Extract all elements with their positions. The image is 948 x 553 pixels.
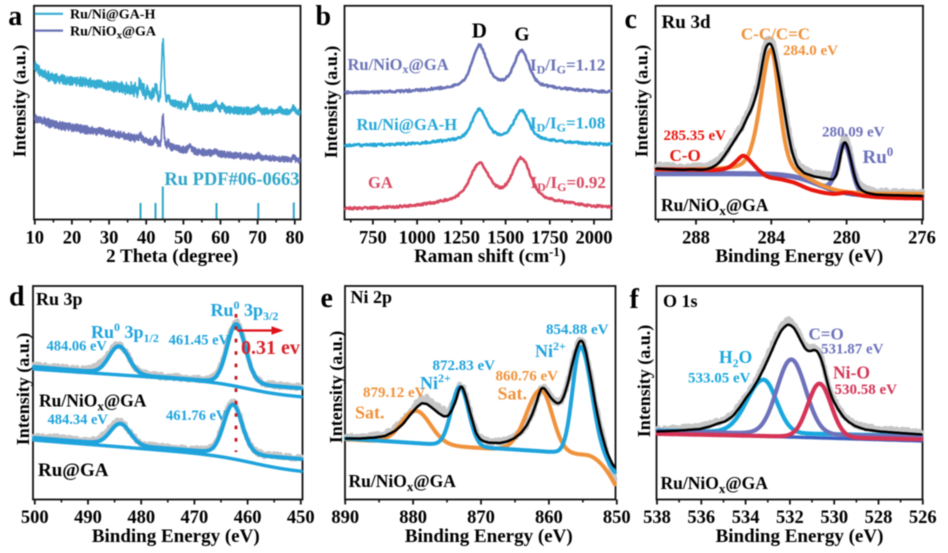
svg-text:Ru/NiOx@GA: Ru/NiOx@GA: [349, 471, 457, 494]
svg-text:Intensity (a.u.): Intensity (a.u.): [10, 45, 31, 158]
svg-text:Binding Energy (eV): Binding Energy (eV): [405, 526, 573, 547]
svg-text:536: 536: [687, 508, 715, 528]
svg-text:80: 80: [286, 229, 305, 249]
svg-text:530: 530: [820, 508, 848, 528]
svg-text:Raman shift (cm-1): Raman shift (cm-1): [414, 245, 566, 267]
svg-text:H2O: H2O: [719, 347, 752, 370]
svg-text:a: a: [8, 1, 22, 32]
svg-text:Binding Energy (eV): Binding Energy (eV): [715, 246, 883, 267]
svg-text:Ru 3p: Ru 3p: [36, 289, 83, 309]
svg-text:484.34 eV: 484.34 eV: [48, 412, 109, 428]
svg-text:470: 470: [181, 508, 209, 528]
svg-text:Ru/Ni@GA-H: Ru/Ni@GA-H: [70, 7, 155, 22]
svg-text:Ru/NiOx@GA: Ru/NiOx@GA: [661, 195, 769, 218]
svg-text:480: 480: [127, 508, 155, 528]
svg-text:879.12 eV: 879.12 eV: [363, 385, 426, 401]
svg-text:GA: GA: [368, 173, 393, 192]
svg-text:Ru@GA: Ru@GA: [38, 460, 109, 481]
svg-text:530.58 eV: 530.58 eV: [835, 382, 898, 398]
svg-text:Ru/NiOx@GA: Ru/NiOx@GA: [39, 391, 147, 414]
svg-text:538: 538: [643, 508, 671, 528]
svg-text:20: 20: [63, 229, 82, 249]
svg-text:C-C/C=C: C-C/C=C: [741, 24, 810, 43]
svg-text:860: 860: [535, 508, 563, 528]
svg-text:f: f: [630, 284, 640, 315]
svg-text:Ru0 3p3/2: Ru0 3p3/2: [211, 298, 279, 323]
svg-text:450: 450: [287, 508, 315, 528]
svg-text:Ru 3d: Ru 3d: [662, 12, 712, 33]
svg-text:40: 40: [137, 229, 156, 249]
svg-text:30: 30: [100, 229, 119, 249]
svg-text:Intensity (a.u.): Intensity (a.u.): [13, 333, 34, 446]
svg-text:890: 890: [331, 508, 359, 528]
svg-text:Ni 2p: Ni 2p: [351, 287, 393, 307]
svg-text:461.45 eV: 461.45 eV: [169, 333, 230, 349]
svg-text:Sat.: Sat.: [355, 403, 385, 423]
svg-text:ID/IG=0.92: ID/IG=0.92: [531, 173, 606, 194]
svg-text:860.76 eV: 860.76 eV: [496, 369, 559, 385]
svg-text:276: 276: [908, 229, 936, 249]
svg-text:e: e: [321, 283, 333, 314]
svg-text:O 1s: O 1s: [663, 291, 698, 311]
svg-text:Binding Energy (eV): Binding Energy (eV): [716, 526, 884, 547]
svg-text:880: 880: [399, 508, 427, 528]
svg-text:1500: 1500: [487, 229, 524, 249]
svg-text:284: 284: [757, 229, 785, 249]
svg-text:2000: 2000: [576, 229, 613, 249]
svg-text:850: 850: [603, 508, 631, 528]
svg-text:284.0 eV: 284.0 eV: [783, 43, 838, 59]
svg-text:1000: 1000: [399, 229, 436, 249]
svg-text:D: D: [472, 19, 487, 43]
svg-text:C-O: C-O: [670, 146, 701, 165]
svg-text:0.31 ev: 0.31 ev: [241, 337, 300, 359]
svg-text:Ru/NiOx@GA: Ru/NiOx@GA: [348, 55, 449, 76]
svg-text:50: 50: [174, 229, 193, 249]
svg-text:490: 490: [74, 508, 102, 528]
svg-text:10: 10: [26, 229, 45, 249]
svg-text:Ru/NiOx@GA: Ru/NiOx@GA: [661, 473, 769, 496]
svg-text:b: b: [316, 1, 332, 32]
svg-text:Ru/Ni@GA-H: Ru/Ni@GA-H: [357, 115, 458, 134]
svg-text:532: 532: [776, 508, 804, 528]
svg-text:Ru PDF#06-0663: Ru PDF#06-0663: [164, 170, 299, 190]
svg-text:Intensity (a.u.): Intensity (a.u.): [632, 45, 653, 158]
svg-text:288: 288: [682, 229, 710, 249]
svg-text:c: c: [625, 4, 637, 35]
svg-text:2 Theta (degree): 2 Theta (degree): [106, 246, 238, 267]
svg-text:461.76 eV: 461.76 eV: [166, 408, 227, 424]
svg-text:Intensity (a.u.): Intensity (a.u.): [326, 331, 347, 444]
svg-text:70: 70: [248, 229, 267, 249]
svg-text:Binding Energy (eV): Binding Energy (eV): [92, 526, 260, 547]
svg-text:528: 528: [865, 508, 893, 528]
svg-text:870: 870: [467, 508, 495, 528]
svg-text:280.09 eV: 280.09 eV: [822, 124, 885, 140]
svg-text:526: 526: [909, 508, 937, 528]
svg-text:C=O: C=O: [809, 325, 844, 344]
svg-text:500: 500: [21, 508, 49, 528]
svg-text:Ni-O: Ni-O: [833, 363, 870, 383]
svg-text:533.05 eV: 533.05 eV: [688, 371, 751, 387]
svg-text:ID/IG=1.08: ID/IG=1.08: [530, 114, 605, 135]
svg-text:484.06 eV: 484.06 eV: [47, 339, 108, 355]
svg-text:460: 460: [234, 508, 262, 528]
svg-text:872.83 eV: 872.83 eV: [433, 358, 496, 374]
svg-text:280: 280: [833, 229, 861, 249]
svg-text:Sat.: Sat.: [498, 384, 528, 404]
svg-text:534: 534: [732, 508, 760, 528]
svg-text:Intensity (a.u.): Intensity (a.u.): [321, 46, 342, 159]
svg-text:ID/IG=1.12: ID/IG=1.12: [530, 56, 605, 77]
svg-text:60: 60: [211, 229, 230, 249]
svg-text:750: 750: [359, 229, 387, 249]
svg-text:285.35 eV: 285.35 eV: [664, 128, 727, 144]
svg-text:1750: 1750: [531, 229, 568, 249]
svg-text:G: G: [514, 24, 529, 45]
svg-text:d: d: [9, 282, 25, 313]
svg-text:Intensity (a.u.): Intensity (a.u.): [634, 325, 655, 438]
svg-text:Ru/NiOx@GA: Ru/NiOx@GA: [70, 25, 157, 42]
svg-text:854.88 eV: 854.88 eV: [546, 322, 609, 338]
svg-text:1250: 1250: [443, 229, 480, 249]
svg-text:531.87 eV: 531.87 eV: [821, 342, 884, 358]
